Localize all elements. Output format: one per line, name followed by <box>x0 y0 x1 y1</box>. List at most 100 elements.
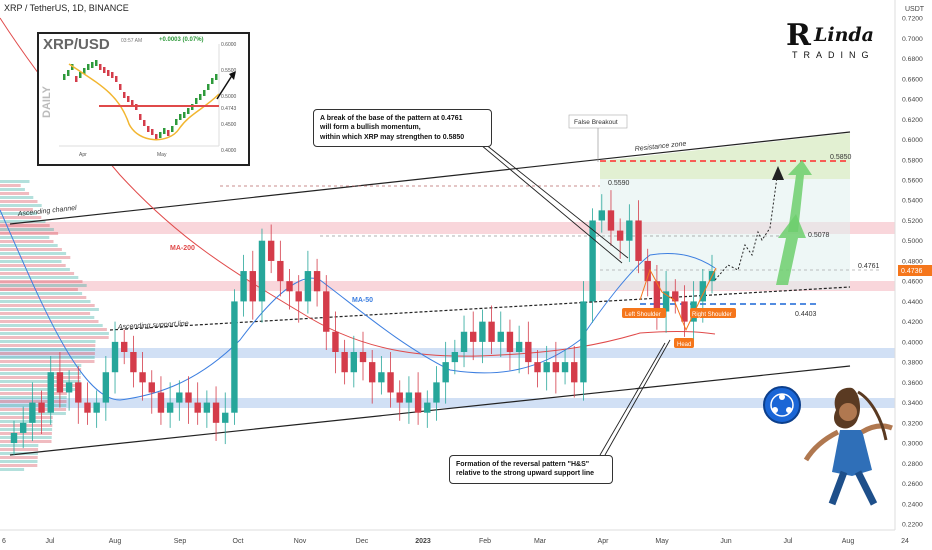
inset-candle <box>203 90 206 96</box>
y-tick-label: 0.6200 <box>902 117 923 124</box>
candle-body <box>157 392 165 413</box>
volume-profile-bar <box>0 468 25 471</box>
volume-profile-bar <box>0 288 78 291</box>
volume-profile <box>0 180 109 471</box>
arrow-green-1 <box>776 214 806 285</box>
x-tick-label: Oct <box>233 538 244 545</box>
inset-candle <box>159 132 162 138</box>
chart-title: XRP / TetherUS, 1D, BINANCE <box>4 3 129 13</box>
logo-sub: TRADING <box>792 50 875 60</box>
y-tick-label: 0.2600 <box>902 481 923 488</box>
volume-profile-bar <box>0 376 81 379</box>
y-tick-label: 0.2800 <box>902 461 923 468</box>
inset-candle <box>99 64 102 70</box>
volume-profile-bar <box>0 444 39 447</box>
x-tick-label: Dec <box>356 538 369 545</box>
candle-body <box>38 402 45 413</box>
volume-profile-bar <box>0 344 96 347</box>
candle-body <box>47 372 54 413</box>
inset-candle <box>111 72 114 78</box>
candle-body <box>341 352 348 373</box>
volume-profile-bar <box>0 440 52 443</box>
volume-profile-bar <box>0 248 62 251</box>
level-5078-label: 0.5078 <box>808 232 830 239</box>
inset-candle <box>147 126 150 132</box>
volume-profile-bar <box>0 188 25 191</box>
candle-body <box>222 412 229 423</box>
candle-body <box>185 392 192 403</box>
inset-level-label: 0.4500 <box>221 122 237 128</box>
volume-profile-bar <box>0 352 95 355</box>
level-4761-label: 0.4761 <box>858 263 880 270</box>
inset-candle <box>143 120 146 126</box>
character-illustration <box>803 387 893 506</box>
y-tick-label: 0.4800 <box>902 258 923 265</box>
x-tick-label: Jul <box>46 538 55 545</box>
volume-profile-bar <box>0 244 58 247</box>
inset-candle <box>151 129 154 135</box>
inset-candle <box>75 76 78 82</box>
candle-body <box>10 432 18 444</box>
x-tick-label: Aug <box>842 538 855 545</box>
right-shoulder-tag <box>690 308 736 318</box>
volume-profile-bar <box>0 380 81 383</box>
candle-body <box>240 271 247 302</box>
inset-candle <box>183 112 186 118</box>
volume-profile-bar <box>0 456 38 459</box>
hs-outline <box>639 267 717 332</box>
volume-profile-bar <box>0 276 79 279</box>
candle-body <box>552 362 560 373</box>
logo-name: Linda <box>814 24 874 46</box>
inset-level-label: 0.5500 <box>221 68 237 74</box>
price-tag <box>898 265 932 276</box>
x-tick-label: Sep <box>174 538 187 545</box>
candle-body <box>561 362 569 373</box>
inset-candle <box>107 70 110 76</box>
volume-profile-bar <box>0 320 99 323</box>
volume-profile-bar <box>0 384 81 387</box>
volume-profile-bar <box>0 328 107 331</box>
candle-body <box>93 402 100 413</box>
level-4403-label: 0.4403 <box>795 311 817 318</box>
candle-body <box>598 210 605 221</box>
false-breakout-box <box>568 114 628 129</box>
zone-blue-upper <box>0 348 895 358</box>
inset-candle <box>63 74 66 80</box>
volume-profile-bar <box>0 208 33 211</box>
candle-body <box>387 372 394 393</box>
zone-pink-lower <box>0 281 895 291</box>
candle-body <box>65 382 73 393</box>
volume-profile-bar <box>0 224 50 227</box>
candle-body <box>368 362 376 383</box>
x-tick-label: Mar <box>534 538 547 545</box>
candle-body <box>56 372 64 393</box>
callout-bottom-line-a: Formation of the reversal pattern "H&S" <box>456 461 590 468</box>
inset-candle <box>211 78 214 84</box>
x-tick-label: 24 <box>901 538 909 545</box>
volume-profile-bar <box>0 220 46 223</box>
volume-profile-bar <box>0 284 87 287</box>
candle-body <box>699 281 707 302</box>
inset-candle <box>127 96 130 102</box>
candle-body <box>433 382 440 403</box>
y-tick-label: 0.4000 <box>902 339 923 346</box>
candle-body <box>543 362 550 373</box>
inset-candle <box>179 114 182 120</box>
candle-body <box>653 281 661 312</box>
candle-body <box>607 210 615 231</box>
x-tick-label: Nov <box>294 538 307 545</box>
candle-body <box>534 362 541 373</box>
inset-pattern-line <box>68 63 220 141</box>
y-axis-ticks: 0.7200 0.7000 0.6800 0.6600 0.6400 0.6200 0.60… <box>902 16 923 529</box>
projection-path <box>714 169 779 281</box>
volume-profile-bar <box>0 304 95 307</box>
volume-profile-bar <box>0 264 66 267</box>
volume-profile-bar <box>0 388 81 391</box>
y-tick-label: 0.4400 <box>902 299 923 306</box>
volume-profile-bar <box>0 460 38 463</box>
candle-body <box>506 331 514 352</box>
callout-top-line-1 <box>474 139 623 264</box>
candle-body <box>286 281 293 292</box>
volume-profile-bar <box>0 448 39 451</box>
